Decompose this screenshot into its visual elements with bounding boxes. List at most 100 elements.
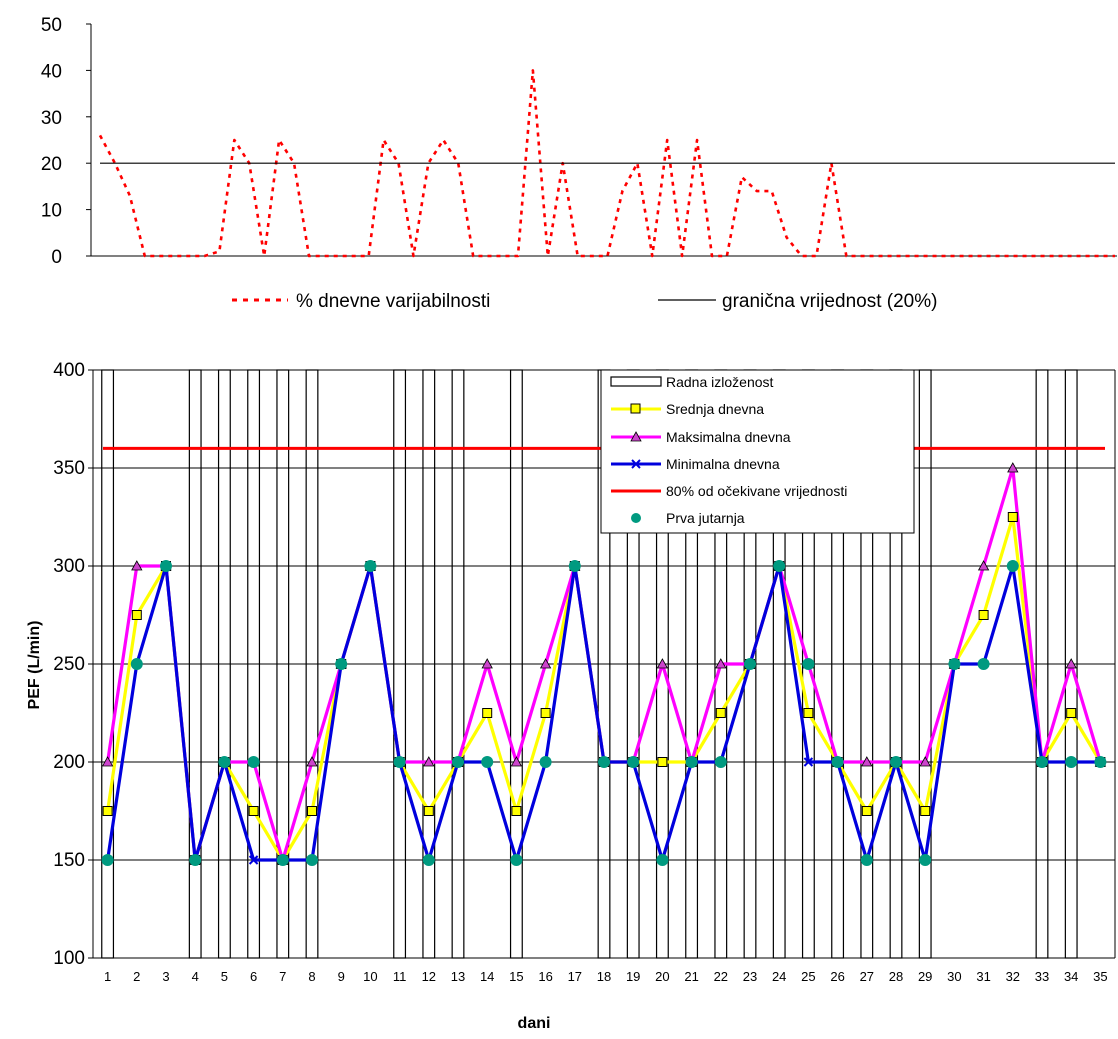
min-marker <box>803 757 814 767</box>
mean-marker <box>423 806 434 816</box>
morning-marker <box>714 756 727 768</box>
mean-marker <box>657 757 668 767</box>
pef-x-tick-label: 2 <box>133 969 140 984</box>
pef-y-tick-label: 100 <box>53 948 85 969</box>
mean-marker <box>131 610 142 620</box>
morning-marker <box>364 560 377 572</box>
legend-label-max: Maksimalna dnevna <box>666 429 791 445</box>
legend-swatch-exposure <box>610 376 662 387</box>
morning-marker <box>130 658 143 670</box>
pef-x-tick-label: 33 <box>1035 969 1049 984</box>
morning-marker <box>306 854 318 866</box>
pef-x-tick-label: 26 <box>830 969 844 984</box>
mean-marker <box>482 708 493 718</box>
pef-x-axis: 1 2 3 4 5 6 7 8 9 10 11 12 13 14 15 16 17 18 19 20 21 22 23 24 2… <box>104 969 1108 984</box>
morning-marker <box>1006 560 1019 572</box>
mean-marker <box>861 806 872 816</box>
max-marker <box>510 756 523 767</box>
morning-marker <box>452 756 464 768</box>
max-marker <box>919 756 931 767</box>
pef-x-tick-label: 10 <box>363 969 377 984</box>
max-marker <box>715 658 727 669</box>
morning-marker <box>948 658 961 670</box>
pef-x-tick-label: 27 <box>860 969 874 984</box>
max-marker <box>423 756 435 767</box>
morning-marker <box>773 560 786 572</box>
morning-marker <box>568 560 581 572</box>
legend-box <box>600 369 915 534</box>
morning-marker <box>218 756 231 768</box>
pef-x-tick-label: 31 <box>976 969 990 984</box>
morning-marker <box>1065 756 1078 768</box>
pef-x-tick-label: 23 <box>743 969 757 984</box>
pef-x-tick-label: 13 <box>451 969 465 984</box>
pef-y-axis: 100 150 200 250 300 350 400 <box>53 360 93 969</box>
morning-marker <box>539 756 552 768</box>
pef-x-tick-label: 12 <box>422 969 436 984</box>
pef-x-tick-label: 8 <box>308 969 315 984</box>
mean-marker <box>511 806 522 816</box>
morning-marker <box>598 756 610 768</box>
morning-marker <box>422 854 435 866</box>
pef-x-tick-label: 1 <box>104 969 111 984</box>
pef-x-tick-label: 20 <box>655 969 669 984</box>
morning-marker <box>977 658 990 670</box>
pef-x-tick-label: 18 <box>597 969 611 984</box>
variability-y-tick-label: 40 <box>41 61 62 82</box>
x-axis-title: dani <box>518 1015 551 1032</box>
morning-marker <box>101 854 114 866</box>
legend-marker-mean <box>630 403 641 414</box>
max-marker <box>861 756 873 767</box>
pef-y-tick-label: 250 <box>53 654 85 675</box>
morning-marker <box>627 756 640 768</box>
legend-marker-min <box>631 459 641 469</box>
variability-y-tick-label: 20 <box>41 154 62 175</box>
variability-chart: 0 10 20 30 40 50 % dnevne varijabilnosti gran… <box>41 15 1117 312</box>
pef-x-tick-label: 35 <box>1093 969 1107 984</box>
mean-marker <box>1066 708 1077 718</box>
morning-marker <box>276 854 289 866</box>
max-marker <box>1007 462 1019 473</box>
mean-marker <box>102 806 113 816</box>
legend-label-threshold80: 80% od očekivane vrijednosti <box>666 483 847 499</box>
pef-series <box>101 446 1107 866</box>
pef-y-tick-label: 400 <box>53 360 85 381</box>
pef-x-tick-label: 28 <box>889 969 903 984</box>
pef-y-tick-label: 300 <box>53 556 85 577</box>
legend-marker-morning <box>631 513 641 523</box>
pef-y-tick-label: 150 <box>53 850 85 871</box>
legend-label-min: Minimalna dnevna <box>666 456 780 472</box>
pef-y-tick-label: 350 <box>53 458 85 479</box>
pef-x-tick-label: 6 <box>250 969 257 984</box>
morning-marker <box>481 756 494 768</box>
pef-x-tick-label: 3 <box>162 969 169 984</box>
variability-y-tick-label: 10 <box>41 201 62 222</box>
morning-marker <box>802 658 815 670</box>
pef-x-tick-label: 15 <box>509 969 523 984</box>
mean-marker <box>715 708 726 718</box>
pef-x-tick-label: 17 <box>568 969 582 984</box>
max-marker <box>481 658 493 669</box>
morning-marker <box>247 756 260 768</box>
pef-x-tick-label: 30 <box>947 969 961 984</box>
mean-marker <box>803 708 814 718</box>
pef-x-tick-label: 32 <box>1006 969 1020 984</box>
morning-marker <box>890 756 902 768</box>
pef-x-tick-label: 22 <box>714 969 728 984</box>
max-marker <box>656 658 669 669</box>
pef-x-tick-label: 19 <box>626 969 640 984</box>
pef-x-tick-label: 9 <box>338 969 345 984</box>
pef-x-tick-label: 11 <box>393 969 407 984</box>
variability-y-tick-label: 50 <box>41 15 62 36</box>
morning-marker <box>860 854 873 866</box>
legend-label-mean: Srednja dnevna <box>666 401 764 417</box>
legend-label-morning: Prva jutarnja <box>666 510 745 526</box>
morning-marker <box>160 560 172 572</box>
legend-label-exposure: Radna izloženost <box>666 374 774 390</box>
variability-axes <box>90 24 1117 257</box>
pef-x-tick-label: 4 <box>192 969 199 984</box>
variability-line <box>98 69 1115 258</box>
